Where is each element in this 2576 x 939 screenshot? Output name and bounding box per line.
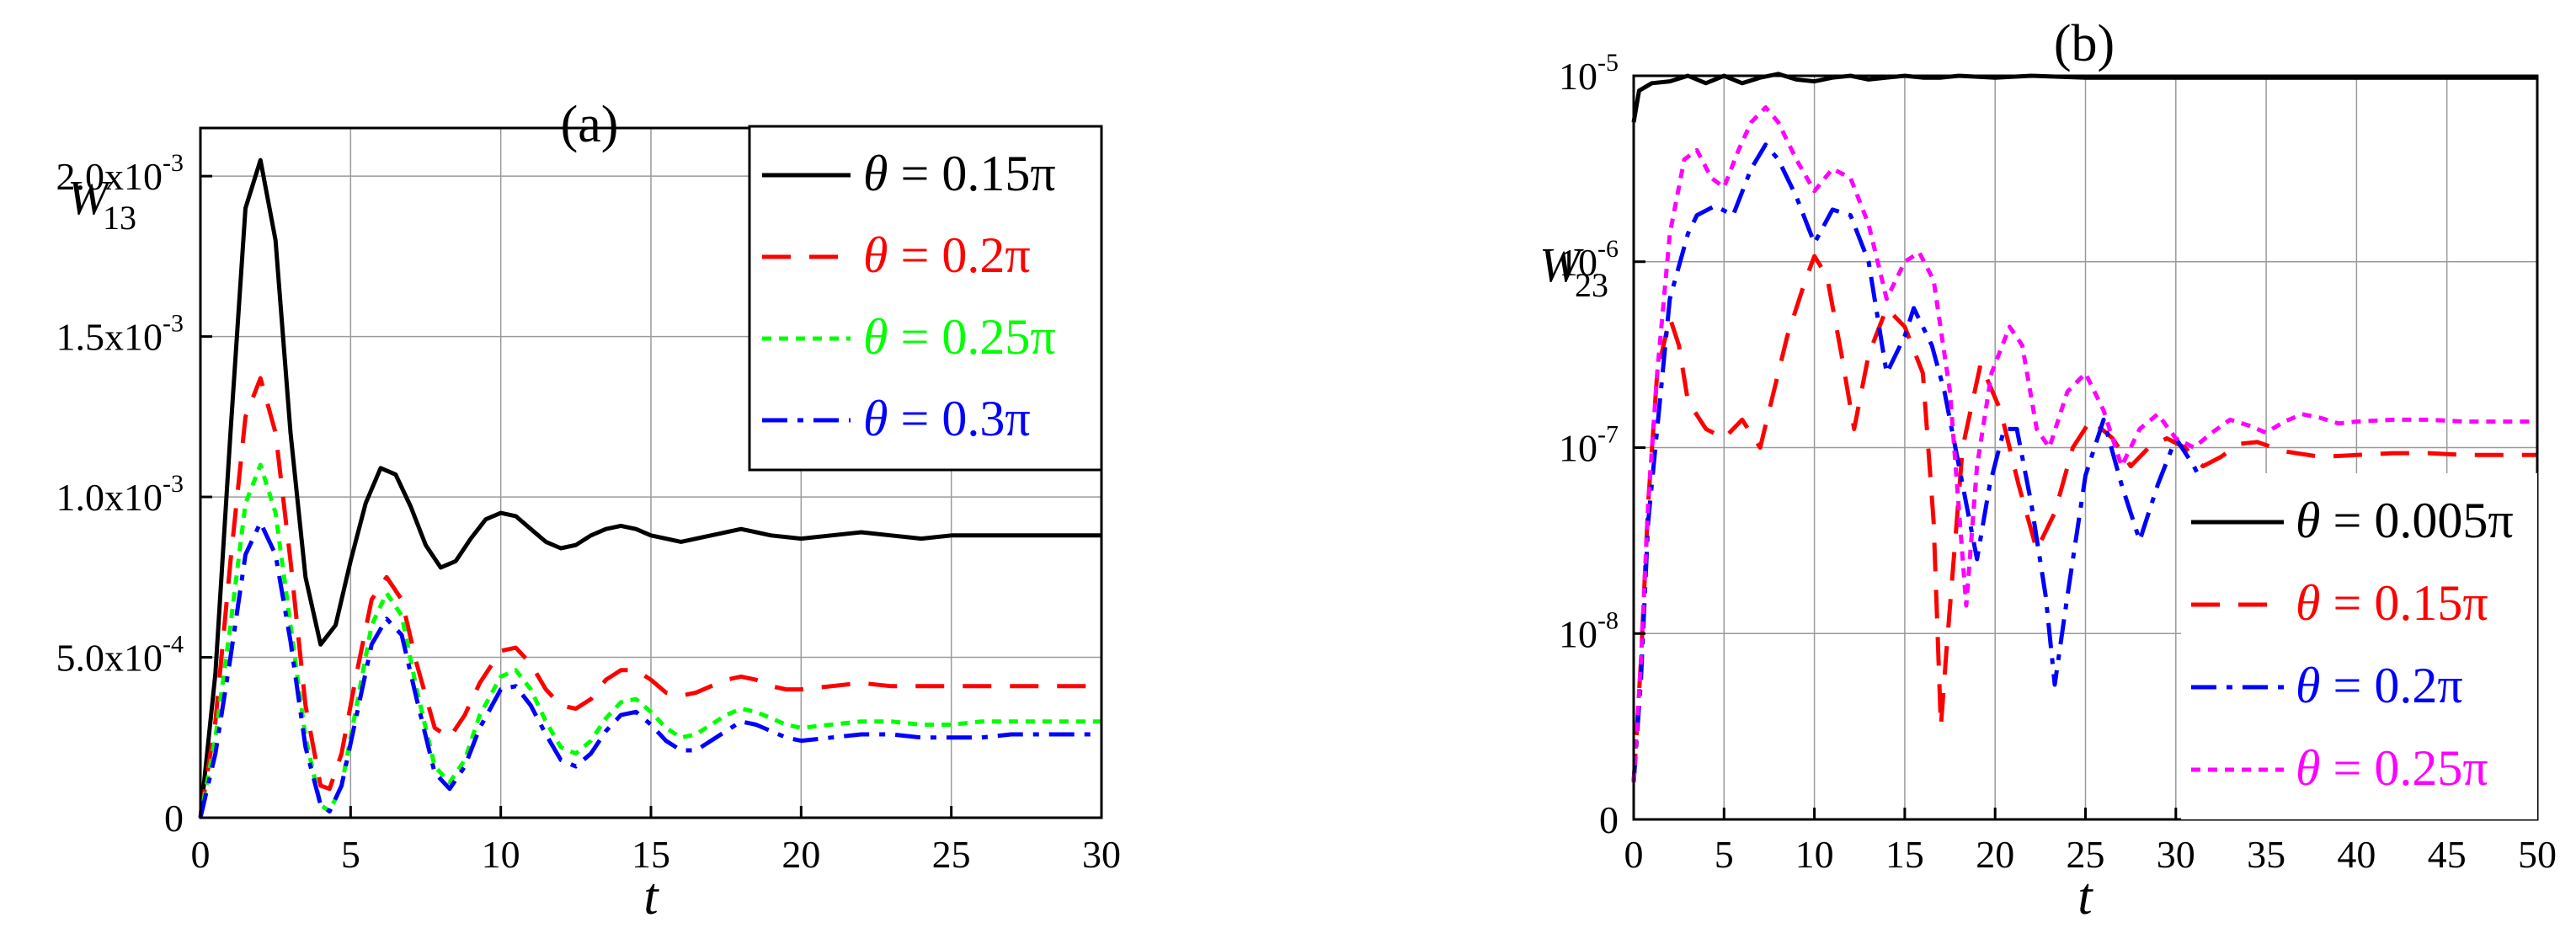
legend-box-b (2181, 473, 2537, 819)
legend-b: θ = 0.005π θ = 0.15π θ = 0.2π θ = 0.25π (2181, 473, 2537, 819)
tick-label-x-b: 10 (1795, 833, 1834, 876)
tick-label-x-b: 30 (2157, 833, 2195, 876)
panel-label-a: (a) (561, 96, 619, 153)
series-line-a-2 (198, 462, 1101, 819)
tick-label-y-a: 1.0x10-3 (56, 470, 184, 519)
series-line-b-1 (1631, 253, 2537, 782)
tick-label-x-a: 30 (1082, 833, 1121, 876)
tick-label-y-a: 1.5x10-3 (56, 310, 184, 359)
tick-label-y-b: 10-6 (1559, 235, 1619, 284)
tick-label-x-b: 25 (2067, 833, 2105, 876)
tick-label-y-a: 5.0x10-4 (56, 631, 184, 680)
tick-label-x-b: 0 (1624, 833, 1644, 876)
tick-label-y-a: 2.0x10-3 (56, 149, 184, 198)
tick-label-y-b: 10-7 (1559, 421, 1619, 470)
tick-label-x-a: 15 (632, 833, 670, 876)
x-axis-label-a: t (643, 868, 659, 926)
y-axis-label-b: W (1539, 237, 1584, 292)
tick-label-y-b: 0 (1599, 798, 1619, 841)
tick-label-x-a: 0 (191, 833, 211, 876)
legend-label-a-2: θ = 0.25π (863, 309, 1056, 365)
panel-b-chart: 0 5 10 15 20 25 30 35 40 45 50 0 10-8 10-7 10-6 10-5 (b… (1539, 15, 2557, 926)
tick-label-x-b: 45 (2428, 833, 2467, 876)
tick-label-x-a: 10 (482, 833, 520, 876)
y-axis-label-b-subscript: 23 (1575, 266, 1608, 304)
series-line-a-1 (198, 376, 1101, 819)
y-axis-label-a: W (67, 170, 112, 225)
tick-label-x-a: 20 (781, 833, 820, 876)
legend-label-a-1: θ = 0.2π (863, 227, 1031, 283)
tick-label-x-b: 50 (2518, 833, 2557, 876)
x-axis-label-b: t (2077, 868, 2093, 926)
legend-box-a (748, 125, 1103, 472)
legend-label-b-0: θ = 0.005π (2296, 493, 2514, 548)
series-line-a-3 (198, 520, 1101, 819)
tick-label-x-b: 15 (1885, 833, 1924, 876)
tick-label-x-b: 40 (2337, 833, 2376, 876)
tick-label-y-a: 0 (164, 797, 184, 840)
series-line-b-3 (1631, 105, 2537, 782)
curves-a (198, 157, 1101, 819)
legend-label-b-3: θ = 0.25π (2296, 740, 2488, 796)
tick-label-x-a: 5 (341, 833, 360, 876)
legend-label-b-1: θ = 0.15π (2296, 575, 2488, 631)
tick-label-y-b: 10-5 (1559, 49, 1619, 98)
ticks-a: 0 5 10 15 20 25 30 0 5.0x10-4 1.0x10-3 1.5x10-3 2.0… (56, 149, 1122, 876)
tick-label-x-a: 25 (932, 833, 971, 876)
panel-label-b: (b) (2054, 15, 2115, 72)
ticks-b: 0 5 10 15 20 25 30 35 40 45 50 0 10-8 10-7 10-6 10-5 (1559, 49, 2557, 876)
legend-label-a-3: θ = 0.3π (863, 391, 1031, 446)
series-line-a-0 (198, 157, 1101, 819)
tick-label-x-b: 5 (1715, 833, 1734, 876)
tick-label-x-b: 20 (1976, 833, 2014, 876)
y-axis-label-a-subscript: 13 (103, 199, 136, 237)
legend-label-a-0: θ = 0.15π (863, 146, 1056, 201)
legend-label-b-2: θ = 0.2π (2296, 658, 2463, 713)
tick-label-x-b: 35 (2247, 833, 2285, 876)
legend-a: θ = 0.15π θ = 0.2π θ = 0.25π θ = 0.3π (748, 125, 1103, 472)
tick-label-y-b: 10-8 (1559, 606, 1619, 655)
series-line-b-0 (1631, 72, 2537, 123)
panel-a-chart: 0 5 10 15 20 25 30 0 5.0x10-4 1.0x10-3 1.5x10-3 2.0… (56, 96, 1122, 926)
